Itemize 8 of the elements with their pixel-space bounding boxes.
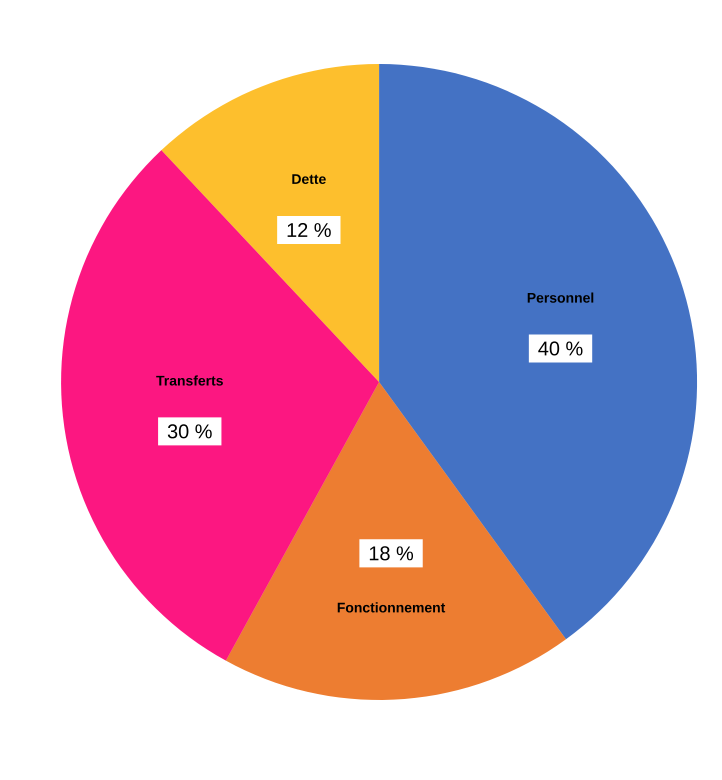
slice-label: Transferts bbox=[156, 375, 223, 386]
data-label: 12 % bbox=[288, 223, 331, 238]
data-label: 40 % bbox=[538, 341, 582, 356]
data-label: 30 % bbox=[168, 424, 212, 438]
slice-label: Fonctionnement bbox=[338, 602, 446, 613]
slice-label: Dette bbox=[292, 174, 326, 184]
data-label: 18 % bbox=[370, 546, 413, 560]
slice-label: Personnel bbox=[528, 292, 594, 303]
